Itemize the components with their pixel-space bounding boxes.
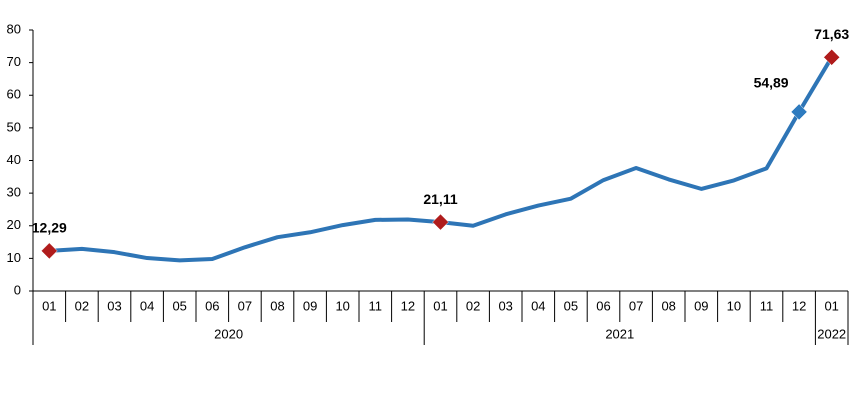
x-tick-label: 10	[727, 298, 741, 313]
x-tick-label: 06	[205, 298, 219, 313]
y-tick-label: 40	[7, 152, 21, 167]
group-label: 2022	[817, 326, 846, 341]
y-tick-label: 20	[7, 217, 21, 232]
y-tick-label: 60	[7, 87, 21, 102]
y-tick-label: 50	[7, 119, 21, 134]
x-tick-label: 03	[107, 298, 121, 313]
x-tick-label: 08	[270, 298, 284, 313]
x-tick-label: 02	[466, 298, 480, 313]
x-tick-label: 04	[531, 298, 545, 313]
marker	[40, 242, 58, 260]
x-tick-label: 04	[140, 298, 154, 313]
value-label: 21,11	[423, 191, 457, 207]
group-label: 2021	[605, 326, 634, 341]
x-tick-label: 12	[401, 298, 415, 313]
marker	[432, 213, 449, 231]
x-tick-label: 11	[760, 298, 774, 313]
x-tick-label: 05	[172, 298, 186, 313]
x-tick-label: 12	[792, 298, 806, 313]
x-tick-label: 02	[75, 298, 89, 313]
x-tick-label: 11	[369, 298, 383, 313]
x-tick-label: 10	[335, 298, 349, 313]
y-tick-label: 30	[7, 185, 21, 200]
x-tick-label: 01	[824, 298, 838, 313]
marker	[790, 103, 808, 121]
y-tick-label: 70	[7, 54, 21, 69]
x-tick-label: 09	[303, 298, 317, 313]
marker	[823, 48, 841, 66]
y-tick-label: 80	[7, 21, 21, 36]
x-tick-label: 07	[629, 298, 643, 313]
x-tick-label: 01	[42, 298, 56, 313]
x-tick-label: 03	[498, 298, 512, 313]
y-tick-label: 0	[14, 282, 21, 297]
x-tick-label: 08	[661, 298, 675, 313]
x-tick-label: 05	[564, 298, 578, 313]
x-tick-label: 07	[238, 298, 252, 313]
y-tick-label: 10	[7, 250, 21, 265]
value-label: 54,89	[754, 75, 789, 91]
x-tick-label: 06	[596, 298, 610, 313]
value-label: 71,63	[814, 26, 849, 42]
value-label: 12,29	[32, 220, 67, 236]
x-tick-label: 01	[433, 298, 447, 313]
group-label: 2020	[214, 326, 243, 341]
x-tick-label: 09	[694, 298, 708, 313]
